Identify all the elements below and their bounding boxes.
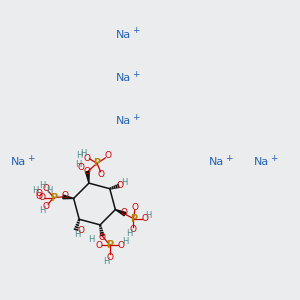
Text: H: H (88, 236, 94, 244)
Text: O: O (105, 151, 112, 160)
Text: H: H (46, 185, 53, 194)
Text: H: H (127, 229, 133, 238)
Text: +: + (27, 154, 34, 163)
Text: H: H (39, 206, 45, 214)
Text: +: + (225, 154, 232, 163)
Text: O: O (84, 167, 91, 176)
Text: +: + (132, 70, 140, 79)
Text: O: O (117, 181, 124, 190)
Text: Na: Na (254, 157, 269, 167)
Text: +: + (132, 113, 140, 122)
Text: Na: Na (116, 73, 131, 83)
Text: O: O (39, 193, 46, 202)
Text: O: O (95, 241, 102, 250)
Text: O: O (130, 226, 137, 235)
Text: H: H (103, 257, 110, 266)
Text: H: H (122, 237, 128, 246)
Text: O: O (78, 163, 85, 172)
Text: O: O (62, 191, 69, 200)
Text: +: + (270, 154, 278, 163)
Text: P: P (130, 214, 137, 224)
Text: H: H (74, 230, 81, 239)
Text: Na: Na (116, 116, 131, 127)
Polygon shape (85, 172, 89, 183)
Text: P: P (93, 158, 100, 168)
Text: O: O (98, 233, 105, 242)
Text: O: O (121, 208, 128, 217)
Text: P: P (50, 193, 57, 202)
Text: O: O (132, 203, 139, 212)
Text: +: + (132, 26, 140, 35)
Text: Na: Na (11, 157, 26, 167)
Text: O: O (118, 241, 124, 250)
Text: O: O (78, 226, 85, 235)
Text: Na: Na (208, 157, 224, 167)
Text: O: O (43, 184, 50, 193)
Text: H: H (39, 181, 45, 190)
Text: O: O (141, 214, 148, 223)
Text: H: H (32, 186, 39, 195)
Text: O: O (36, 192, 43, 201)
Text: O: O (43, 202, 50, 211)
Text: H: H (145, 211, 152, 220)
Polygon shape (63, 195, 74, 199)
Text: O: O (84, 154, 91, 163)
Text: O: O (97, 169, 104, 178)
Text: H: H (122, 178, 128, 187)
Text: Na: Na (116, 29, 131, 40)
Polygon shape (116, 210, 126, 216)
Text: P: P (106, 240, 114, 250)
Text: H: H (75, 160, 82, 169)
Text: O: O (35, 189, 42, 198)
Text: O: O (106, 253, 113, 262)
Text: H: H (80, 149, 87, 158)
Text: H: H (76, 151, 83, 160)
